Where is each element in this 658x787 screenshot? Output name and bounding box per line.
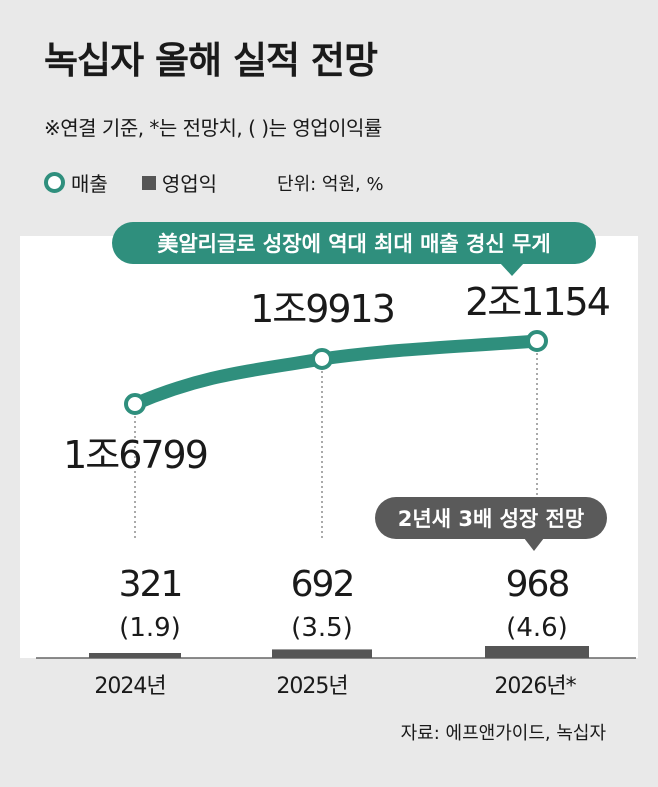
op-profit-bar: [89, 653, 181, 658]
sales-point: [311, 347, 333, 370]
category-tick-label: 2026년*: [494, 674, 576, 699]
op-profit-value-label: 968: [506, 564, 569, 605]
op-profit-value-label: 692: [291, 564, 354, 605]
op-profit-bar: [485, 646, 589, 658]
sales-legend-label: 매출: [71, 172, 108, 196]
op-legend-label: 영업익: [161, 172, 218, 196]
sales-value-label: 1조9913: [250, 287, 394, 331]
op-margin-label: (3.5): [291, 613, 353, 643]
op-profit-value-label: 321: [119, 564, 182, 605]
op-margin-label: (4.6): [506, 613, 568, 643]
op-callout-pointer: [524, 538, 544, 551]
sales-callout-box: [112, 222, 596, 264]
op-profit-bar: [272, 649, 372, 658]
sales-callout-pointer: [500, 263, 524, 276]
plot-panel: [20, 236, 638, 658]
unit-label: 단위: 억원, %: [277, 173, 384, 195]
sales-legend-marker: [44, 172, 65, 193]
sales-callout-text: 美알리글로 성장에 역대 최대 매출 경신 무게: [157, 232, 550, 256]
chart-title: 녹십자 올해 실적 전망: [44, 39, 378, 82]
category-tick-label: 2024년: [94, 674, 165, 699]
legend: 매출 영업익 단위: 억원, %: [44, 168, 384, 197]
sales-value-label: 1조6799: [63, 433, 207, 477]
source-note: 자료: 에프앤가이드, 녹십자: [400, 723, 606, 744]
op-callout-text: 2년새 3배 성장 전망: [398, 507, 584, 531]
op-callout-box: [375, 497, 607, 539]
op-margin-label: (1.9): [119, 613, 181, 643]
category-tick-label: 2025년: [276, 674, 347, 699]
op-legend-marker: [141, 175, 156, 190]
chart-subtitle: ※연결 기준, *는 전망치, ( )는 영업이익률: [44, 116, 382, 140]
sales-value-label: 2조1154: [465, 280, 610, 324]
sales-point: [124, 393, 146, 415]
sales-point: [526, 330, 548, 352]
